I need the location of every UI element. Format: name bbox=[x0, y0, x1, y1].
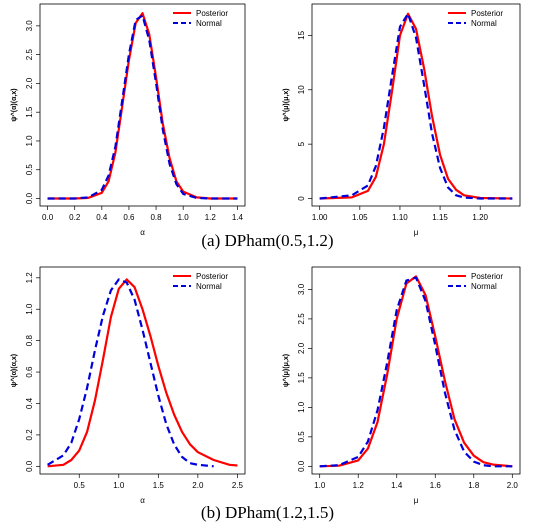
series-line-normal bbox=[47, 278, 214, 468]
x-tick-label: 1.10 bbox=[392, 213, 408, 222]
legend-label-normal: Normal bbox=[471, 282, 497, 291]
y-tick-label: 0 bbox=[297, 196, 306, 201]
x-tick-label: 1.15 bbox=[432, 213, 448, 222]
y-tick-label: 2.0 bbox=[297, 342, 306, 354]
x-tick-label: 2.0 bbox=[507, 481, 519, 490]
x-tick-label: 1.2 bbox=[205, 213, 217, 222]
x-tick-label: 1.5 bbox=[153, 481, 165, 490]
caption-b: (b) DPham(1.2,1.5) bbox=[200, 503, 335, 522]
x-tick-label: 2.5 bbox=[232, 481, 244, 490]
x-tick-label: 1.00 bbox=[312, 213, 328, 222]
x-tick-label: 1.0 bbox=[314, 481, 326, 490]
series-line-normal bbox=[319, 12, 513, 200]
x-tick-label: 1.0 bbox=[178, 213, 190, 222]
caption-a: (a) DPham(0.5,1.2) bbox=[201, 231, 334, 250]
y-tick-label: 0.8 bbox=[25, 335, 34, 347]
legend-label-normal: Normal bbox=[471, 19, 497, 28]
x-axis-label: α bbox=[140, 228, 145, 237]
x-axis-label: α bbox=[140, 496, 145, 505]
y-tick-label: 10 bbox=[297, 85, 306, 94]
x-tick-label: 1.6 bbox=[430, 481, 442, 490]
x-tick-label: 0.4 bbox=[96, 213, 108, 222]
x-tick-label: 0.2 bbox=[69, 213, 81, 222]
x-tick-label: 0.6 bbox=[123, 213, 135, 222]
x-tick-label: 1.05 bbox=[352, 213, 368, 222]
x-tick-label: 1.4 bbox=[391, 481, 403, 490]
y-tick-label: 0.0 bbox=[25, 460, 34, 472]
y-axis-label: ψ^(α)(α,x) bbox=[10, 88, 18, 121]
plot-box bbox=[39, 266, 246, 475]
y-tick-label: 0.0 bbox=[297, 460, 306, 472]
y-axis-label: ψ^(μ)(μ,x) bbox=[282, 354, 290, 387]
x-axis-label: μ bbox=[414, 228, 419, 237]
y-axis-label: ψ^(α)(α,x) bbox=[10, 354, 18, 387]
legend-label-posterior: Posterior bbox=[471, 272, 503, 281]
series-line-posterior bbox=[47, 12, 238, 200]
y-tick-label: 0.6 bbox=[25, 366, 34, 378]
y-tick-label: 1.0 bbox=[25, 135, 34, 147]
y-tick-label: 15 bbox=[297, 30, 306, 39]
panel-4: 1.0 1.2 1.4 1.6 1.8 2.0 0.0 0.5 1.0 1.5 2.0 2.5 3.0 μ… bbox=[282, 266, 521, 505]
x-tick-label: 1.0 bbox=[113, 481, 125, 490]
x-tick-label: 0.8 bbox=[150, 213, 162, 222]
x-tick-label: 1.2 bbox=[353, 481, 365, 490]
plot-box bbox=[39, 3, 246, 207]
y-tick-label: 0.0 bbox=[25, 192, 34, 204]
y-tick-label: 1.5 bbox=[297, 372, 306, 384]
legend-label-posterior: Posterior bbox=[196, 9, 228, 18]
x-tick-label: 1.8 bbox=[468, 481, 480, 490]
y-tick-label: 1.2 bbox=[25, 272, 34, 284]
y-tick-label: 1.0 bbox=[297, 401, 306, 413]
x-tick-label: 1.20 bbox=[472, 213, 488, 222]
y-tick-label: 1.0 bbox=[25, 303, 34, 315]
x-tick-label: 0.0 bbox=[42, 213, 54, 222]
y-tick-label: 0.5 bbox=[25, 164, 34, 176]
panel-1: 0.0 0.2 0.4 0.6 0.8 1.0 1.2 1.4 0.0 0.5 1.0 1.5 2.0 2… bbox=[10, 3, 246, 237]
series-line-posterior bbox=[47, 278, 238, 468]
y-tick-label: 1.5 bbox=[25, 106, 34, 118]
y-tick-label: 0.4 bbox=[25, 397, 34, 409]
series-line-posterior bbox=[319, 275, 513, 468]
legend-label-posterior: Posterior bbox=[471, 9, 503, 18]
y-tick-label: 2.5 bbox=[25, 49, 34, 61]
x-tick-label: 0.5 bbox=[74, 481, 86, 490]
y-axis-label: ψ^(μ)(μ,x) bbox=[282, 88, 290, 121]
x-axis-label: μ bbox=[414, 496, 419, 505]
y-tick-label: 5 bbox=[297, 141, 306, 146]
series-line-normal bbox=[47, 14, 238, 200]
panel-3: 0.5 1.0 1.5 2.0 2.5 0.0 0.2 0.4 0.6 0.8 1.0 1.2 α ψ^(… bbox=[10, 266, 246, 505]
legend-label-normal: Normal bbox=[196, 19, 222, 28]
panel-2: 1.00 1.05 1.10 1.15 1.20 0 5 10 15 μ ψ^(μ)(μ,x) Pos… bbox=[282, 3, 521, 237]
plot-box bbox=[311, 266, 521, 475]
y-tick-label: 3.0 bbox=[297, 283, 306, 295]
x-tick-label: 2.0 bbox=[192, 481, 204, 490]
y-tick-label: 0.5 bbox=[297, 431, 306, 443]
y-tick-label: 3.0 bbox=[25, 20, 34, 32]
series-line-normal bbox=[319, 276, 513, 468]
legend-label-posterior: Posterior bbox=[196, 272, 228, 281]
x-tick-label: 1.4 bbox=[232, 213, 244, 222]
y-tick-label: 2.0 bbox=[25, 77, 34, 89]
y-tick-label: 2.5 bbox=[297, 313, 306, 325]
plot-box bbox=[311, 3, 521, 207]
series-line-posterior bbox=[319, 12, 513, 200]
y-tick-label: 0.2 bbox=[25, 429, 34, 441]
legend-label-normal: Normal bbox=[196, 282, 222, 291]
